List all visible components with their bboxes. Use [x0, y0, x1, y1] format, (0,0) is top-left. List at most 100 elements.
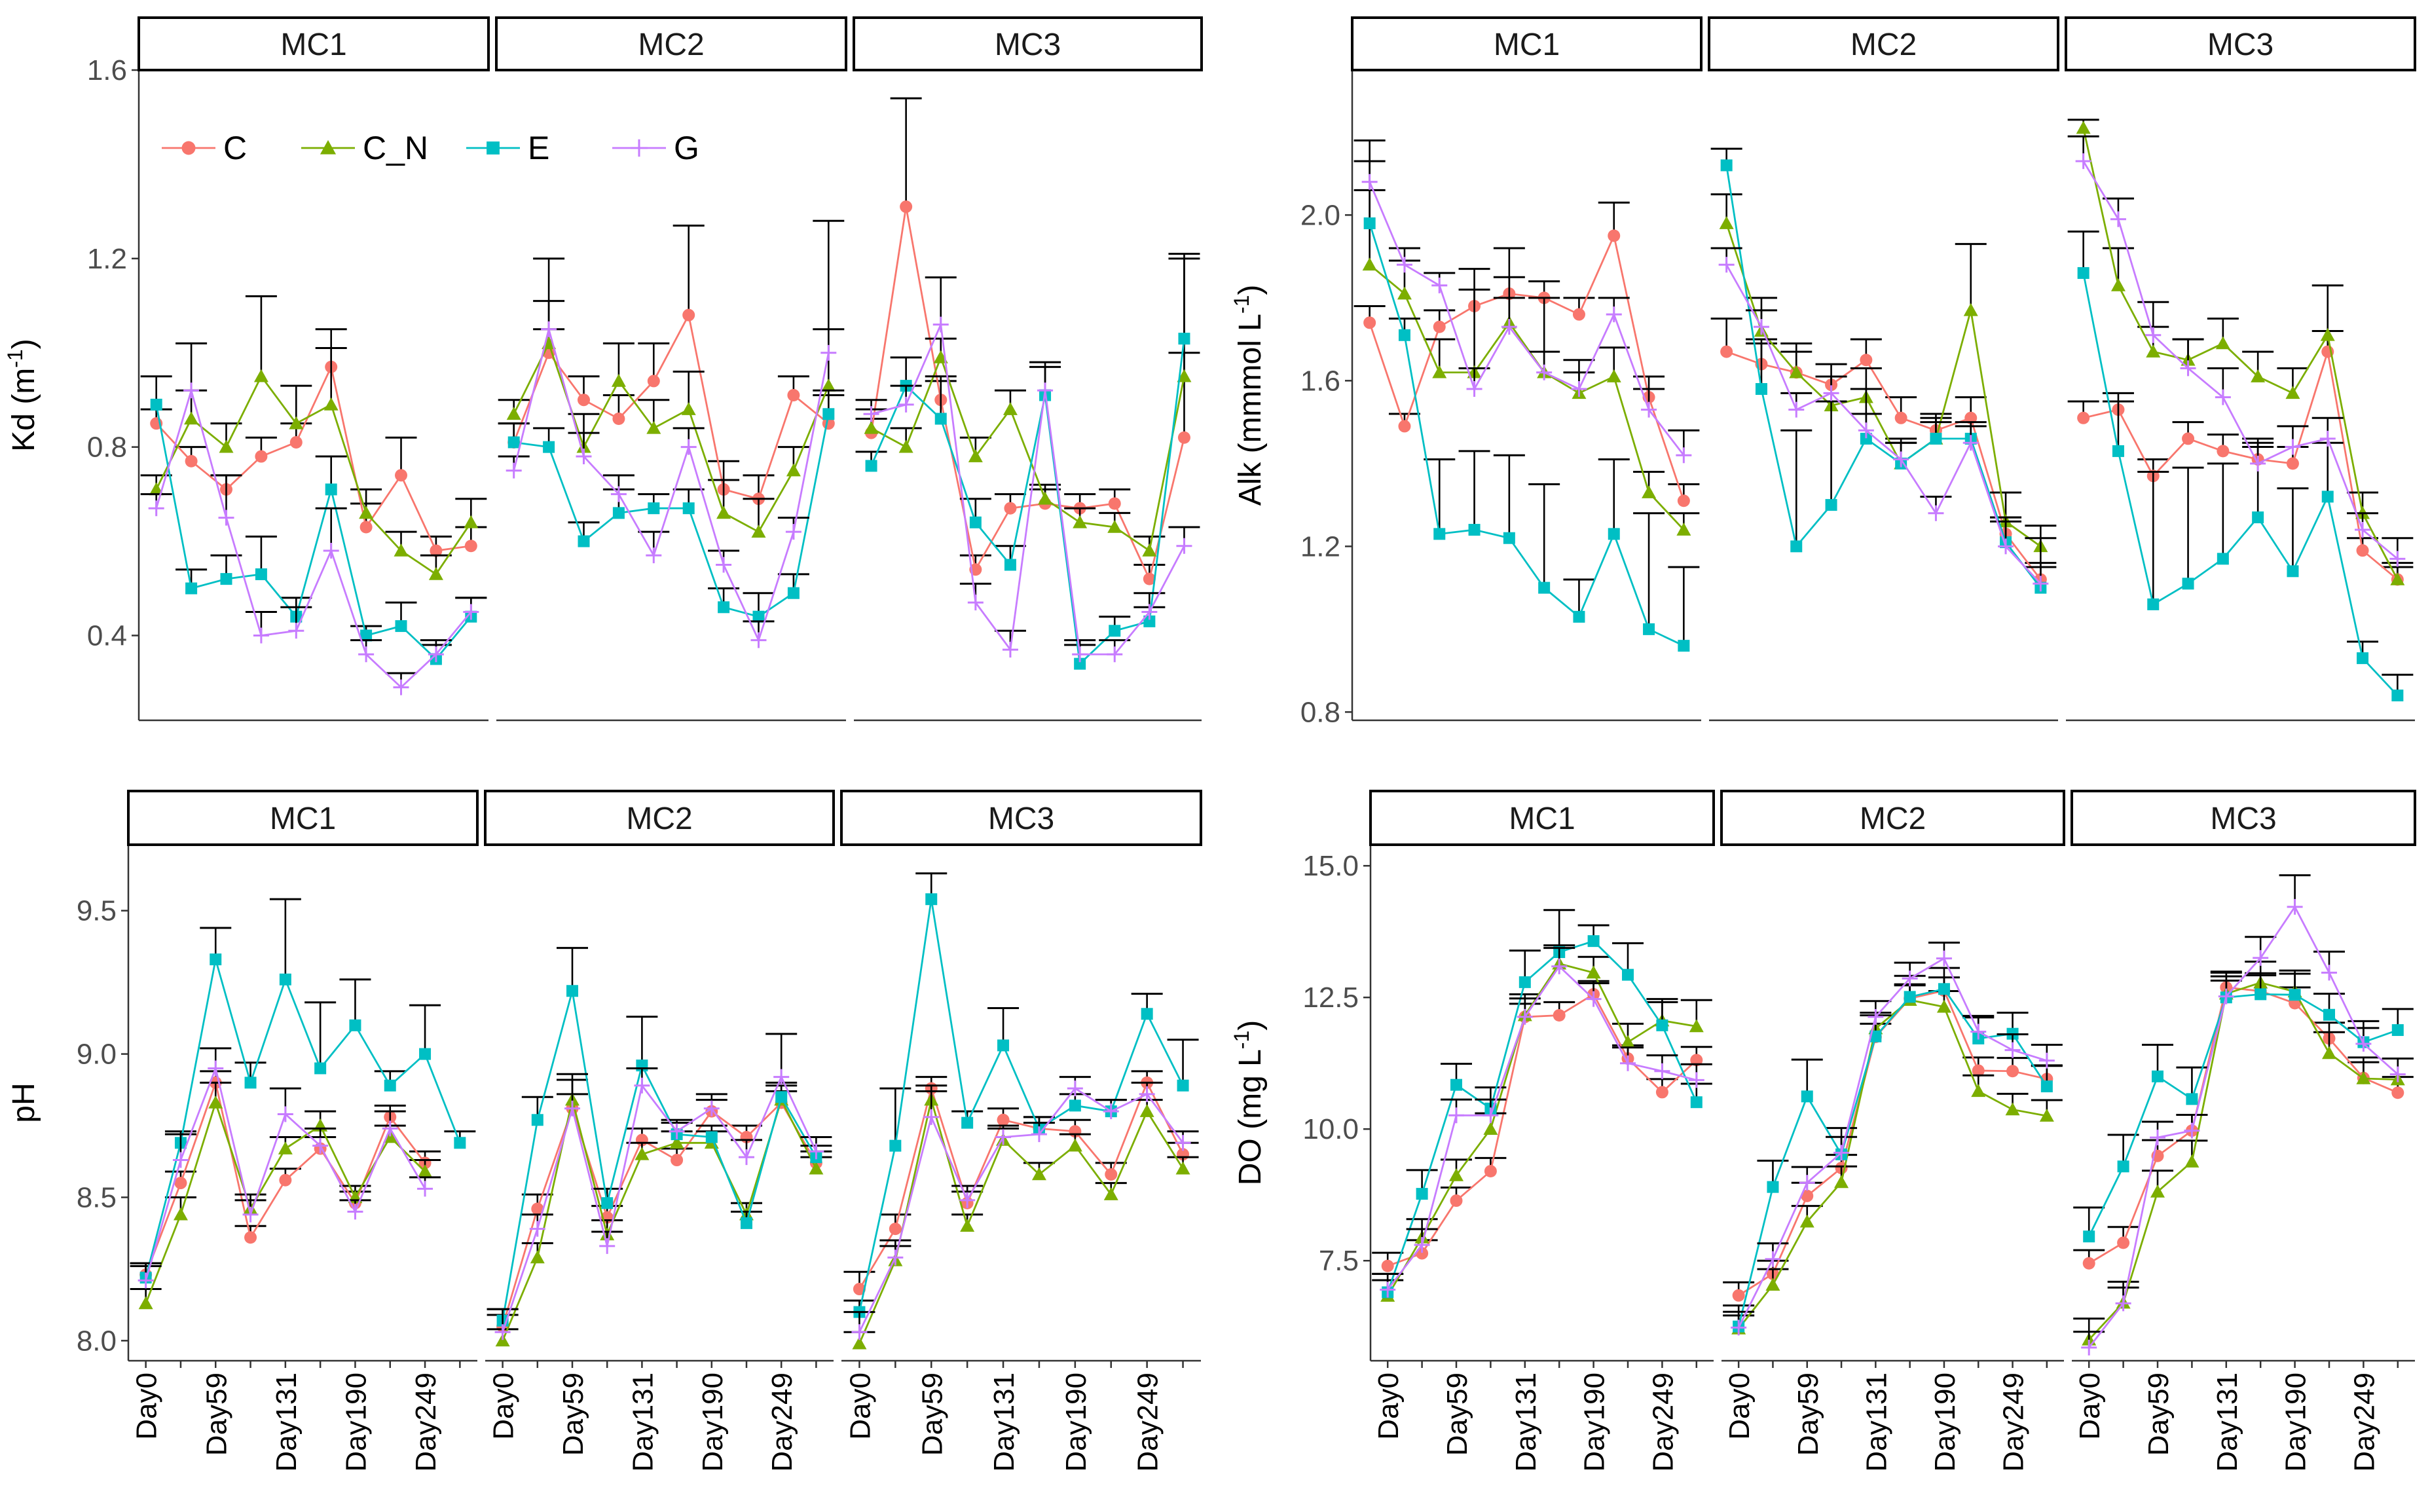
series-line: [502, 1075, 817, 1333]
data-point: [1869, 1030, 1882, 1042]
data-point: [1936, 999, 1951, 1013]
data-point: [2117, 1160, 2129, 1173]
data-point: [1107, 646, 1123, 663]
x-tick-label: Day249: [1998, 1373, 2030, 1472]
series-line: [1386, 963, 1697, 1297]
series-e: [1372, 909, 1712, 1299]
y-axis-label-main: Kd (m: [7, 368, 41, 452]
data-point: [323, 397, 339, 411]
facet-strip-label: MC1: [1494, 28, 1560, 62]
series-line: [1737, 987, 2048, 1327]
data-point: [463, 604, 479, 620]
y-tick-label: 15.0: [1302, 850, 1359, 882]
data-point: [220, 573, 232, 585]
data-point: [454, 1137, 466, 1149]
data-point: [1536, 364, 1553, 380]
data-point: [2180, 360, 2196, 377]
data-point: [1448, 1107, 1464, 1124]
panel-ph: 8.0 8.5 9.0 9.5 pH MC1 Day0 Day59 Day131 Day190 Da…: [7, 790, 1202, 1472]
data-point: [1074, 657, 1086, 670]
data-point: [2355, 1035, 2372, 1052]
x-tick-label: Day0: [2074, 1373, 2106, 1440]
data-point: [2110, 211, 2126, 227]
data-point: [253, 369, 268, 382]
data-point: [242, 1206, 259, 1223]
facet-strip-label: MC1: [280, 28, 346, 62]
data-point: [1788, 401, 1805, 418]
data-point: [1031, 1126, 1047, 1143]
data-point: [150, 398, 162, 411]
data-point: [1689, 1019, 1704, 1033]
y-tick-label: 0.8: [1300, 696, 1340, 728]
data-point: [1433, 320, 1446, 333]
data-point: [1072, 646, 1088, 663]
data-point: [2287, 898, 2303, 915]
data-point: [1767, 1181, 1779, 1193]
data-point: [430, 544, 443, 557]
x-tick-label: Day59: [1441, 1373, 1473, 1456]
data-point: [428, 646, 444, 663]
data-point: [1930, 432, 1942, 445]
data-point: [1928, 505, 1944, 521]
series-line: [1369, 223, 1684, 647]
data-point: [1381, 1259, 1394, 1272]
data-point: [1676, 523, 1691, 536]
facet-strip-label: MC3: [2210, 802, 2276, 836]
series-c-n: [1710, 193, 2057, 553]
x-tick-label: Day190: [340, 1373, 372, 1472]
facet-strip-label: MC3: [2207, 28, 2274, 62]
data-point: [419, 1048, 432, 1060]
data-point: [889, 1223, 902, 1236]
data-point: [2040, 1080, 2053, 1093]
series-line: [1369, 232, 1685, 502]
data-point: [1719, 216, 1734, 229]
data-point: [853, 1283, 866, 1296]
series-line: [1387, 993, 1697, 1267]
legend: C C_N E G: [162, 130, 699, 166]
data-point: [393, 679, 409, 695]
data-point: [359, 521, 373, 534]
data-point: [564, 1100, 580, 1116]
y-tick-label: 1.2: [87, 243, 127, 275]
data-point: [277, 1106, 293, 1122]
facet-strip: [1708, 16, 2059, 71]
data-point: [2356, 544, 2369, 557]
data-point: [1139, 1104, 1154, 1117]
data-point: [2215, 336, 2230, 350]
data-point: [530, 1250, 545, 1264]
series-g: [2073, 874, 2414, 1355]
data-point: [2215, 389, 2231, 405]
data-point: [417, 1181, 433, 1197]
data-point: [1361, 174, 1378, 190]
data-point: [2150, 1130, 2165, 1146]
facet-strip-label: MC1: [1509, 802, 1575, 836]
series-c: [1723, 976, 2063, 1302]
y-tick-label: 12.5: [1302, 982, 1359, 1014]
data-point: [599, 1238, 616, 1254]
data-point: [1067, 1138, 1082, 1152]
data-point: [1971, 1084, 1986, 1097]
y-axis-label-superscript: -1: [3, 349, 27, 367]
data-point: [898, 396, 914, 413]
data-point: [312, 1137, 329, 1154]
x-tick-label: Day190: [1579, 1373, 1611, 1472]
data-point: [1893, 451, 1909, 468]
data-point: [2077, 411, 2090, 424]
x-tick-label: Day0: [844, 1373, 876, 1440]
data-point: [648, 502, 660, 515]
data-point: [1432, 365, 1447, 378]
data-point: [1501, 319, 1517, 335]
data-point: [775, 1091, 788, 1103]
data-point: [808, 1143, 824, 1160]
data-point: [1433, 528, 1446, 540]
series-line: [1738, 999, 2048, 1329]
data-point: [716, 506, 731, 519]
data-point: [1904, 991, 1916, 1003]
data-point: [1823, 385, 1839, 401]
data-point: [601, 1197, 614, 1209]
data-point: [2076, 120, 2091, 134]
panel-kd: 0.4 0.8 1.2 1.6 Kd (m-1) MC1 MC2 MC3: [3, 16, 1203, 722]
data-point: [208, 1060, 224, 1077]
data-point: [1482, 1107, 1499, 1124]
series-c: [487, 1090, 832, 1333]
